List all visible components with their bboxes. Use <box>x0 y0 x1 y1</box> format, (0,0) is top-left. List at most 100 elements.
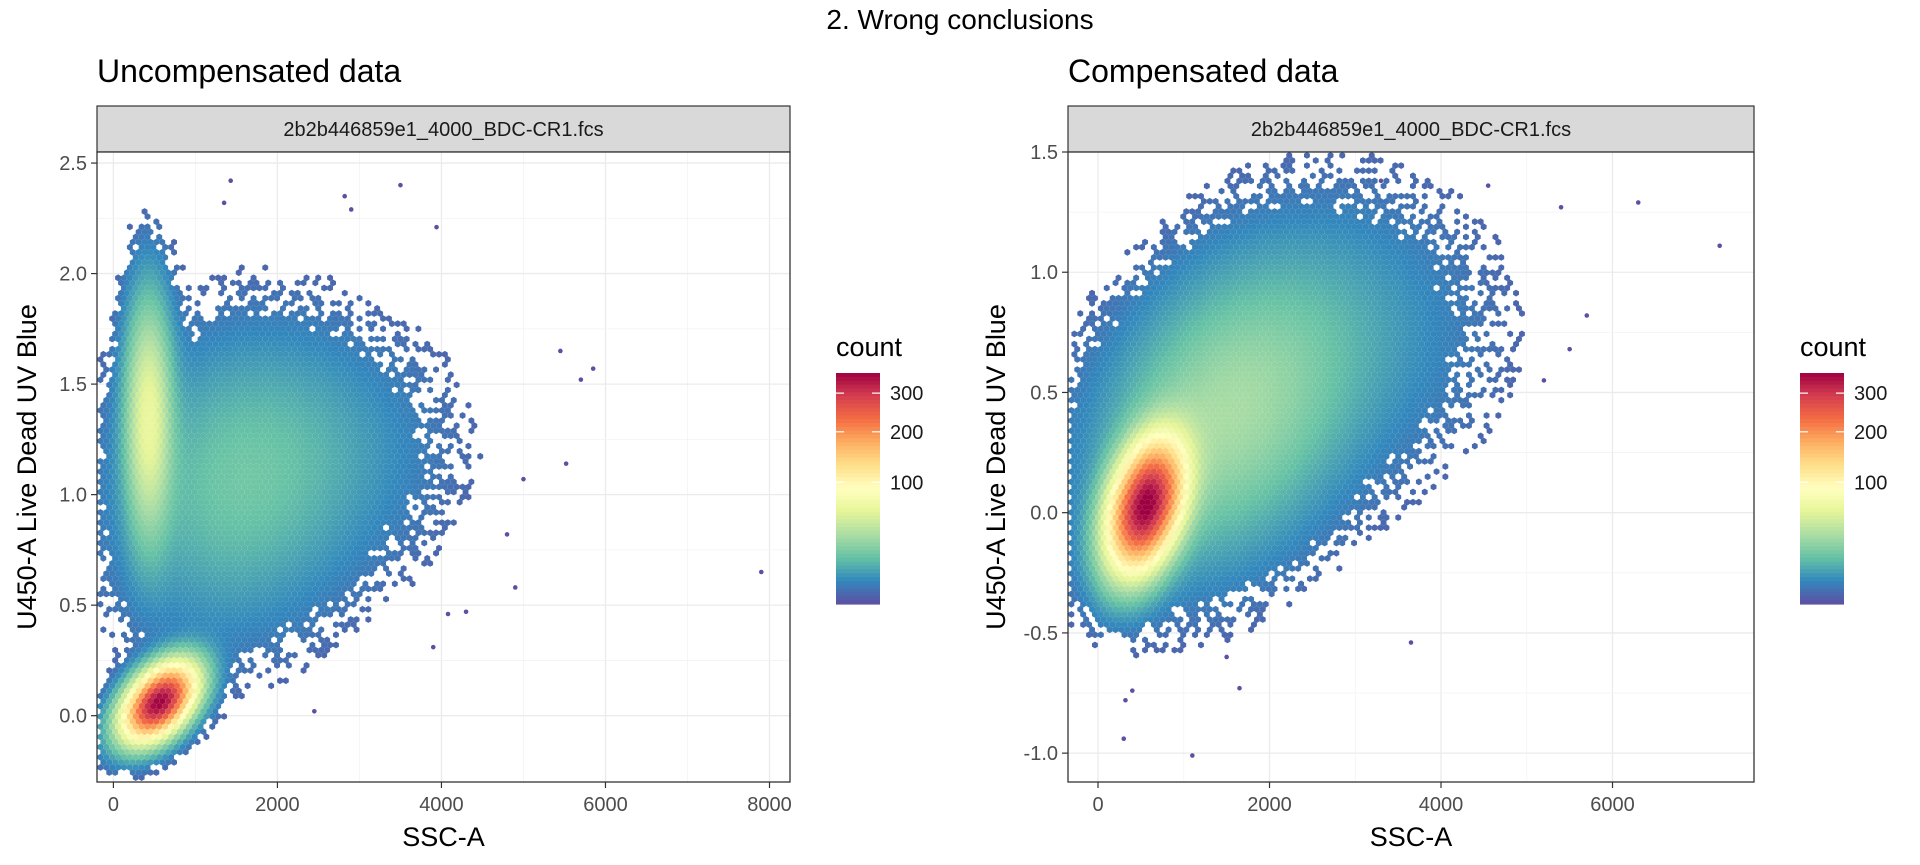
hexbin-cell <box>315 294 322 302</box>
hexbin-cell <box>168 376 174 384</box>
hexbin-cell <box>265 401 272 409</box>
hexbin-cell <box>283 371 289 379</box>
hexbin-cell <box>162 284 169 292</box>
hexbin-cell <box>156 264 163 271</box>
hexbin-cell <box>300 350 307 358</box>
hexbin-cell <box>194 412 201 419</box>
hexbin-cell <box>285 325 292 333</box>
hexbin-cell <box>280 386 286 394</box>
hexbin-cell <box>129 432 136 440</box>
hexbin-cell <box>244 376 251 384</box>
hexbin-cell <box>147 279 154 287</box>
hexbin-cell <box>230 310 236 317</box>
hexbin-cell <box>318 422 325 430</box>
hexbin-cell <box>259 401 266 409</box>
hexbin-cell <box>453 381 460 389</box>
hexbin-cell <box>280 427 286 435</box>
hexbin-cell <box>227 417 233 424</box>
hexbin-cell <box>415 366 422 373</box>
hexbin-cell <box>306 401 313 409</box>
hexbin-cell <box>403 427 410 435</box>
hexbin-cell <box>268 407 275 414</box>
hexbin-cell <box>197 417 204 424</box>
hexbin-cell <box>224 350 230 358</box>
hexbin-cell <box>436 350 442 358</box>
hexbin-cell <box>203 386 210 394</box>
hexbin-cell <box>244 417 251 424</box>
hexbin-cell <box>174 427 180 435</box>
colorbar-segment <box>836 511 880 517</box>
hexbin-cell <box>344 427 351 435</box>
hexbin-cell <box>327 274 333 282</box>
hexbin-cell <box>179 396 186 404</box>
hexbin-cell <box>218 340 225 348</box>
hexbin-cell <box>212 320 219 328</box>
hexbin-cell <box>356 335 363 343</box>
hexbin-cell <box>168 366 174 373</box>
hexbin-cell <box>241 310 248 317</box>
hexbin-cell <box>265 412 272 419</box>
hexbin-cell <box>297 407 304 414</box>
hexbin-cell <box>109 366 116 373</box>
hexbin-cell <box>177 401 183 409</box>
hexbin-cell <box>156 305 163 312</box>
hexbin-cell <box>327 366 333 373</box>
hexbin-cell <box>235 391 242 399</box>
hexbin-cell <box>288 330 295 338</box>
hexbin-cell <box>121 294 127 302</box>
hexbin-cell <box>162 366 169 373</box>
hexbin-cell <box>365 401 372 409</box>
hexbin-cell <box>97 356 104 363</box>
hexbin-cell <box>347 391 354 399</box>
hexbin-cell <box>412 422 419 430</box>
hexbin-cell <box>153 361 160 368</box>
hexbin-cell <box>371 412 378 419</box>
hexbin-cell <box>341 340 348 348</box>
hexbin-cell <box>238 294 245 302</box>
hexbin-cell <box>309 407 316 414</box>
hexbin-cell <box>171 299 177 307</box>
hexbin-cell <box>221 274 227 282</box>
hexbin-cell <box>165 289 172 297</box>
hexbin-cell <box>200 381 207 389</box>
hexbin-cell <box>241 381 248 389</box>
hexbin-cell <box>147 361 154 368</box>
hexbin-cell <box>344 396 351 404</box>
hexbin-cell <box>280 325 286 333</box>
hexbin-cell <box>280 366 286 373</box>
hexbin-cell <box>153 391 160 399</box>
hexbin-cell <box>221 345 227 353</box>
hexbin-cell <box>165 361 172 368</box>
hexbin-cell <box>191 407 198 414</box>
data-point <box>430 644 436 650</box>
hexbin-cell <box>300 330 307 338</box>
colorbar-segment <box>836 534 880 540</box>
hexbin-cell <box>256 366 263 373</box>
hexbin-cell <box>374 427 381 435</box>
hexbin-cell <box>182 330 189 338</box>
hexbin-cell <box>315 356 322 363</box>
hexbin-cell <box>115 366 121 373</box>
hexbin-cell <box>144 386 151 394</box>
hexbin-cell <box>465 401 472 409</box>
hexbin-cell <box>391 366 398 373</box>
hexbin-cell <box>280 315 286 322</box>
hexbin-cell <box>171 310 177 317</box>
hexbin-cell <box>159 289 166 297</box>
hexbin-cell <box>168 427 174 435</box>
hexbin-cell <box>341 350 348 358</box>
hexbin-cell <box>356 376 363 384</box>
hexbin-cell <box>297 386 304 394</box>
colorbar-segment <box>836 550 880 555</box>
hexbin-cell <box>303 335 310 343</box>
hexbin-cell <box>238 366 245 373</box>
colorbar-segment <box>836 442 880 447</box>
hexbin-cell <box>121 284 127 292</box>
hexbin-cell <box>165 371 172 379</box>
hexbin-cell <box>303 315 310 322</box>
hexbin-cell <box>182 371 189 379</box>
hexbin-cell <box>268 386 275 394</box>
hexbin-cell <box>156 254 163 261</box>
facet-label: 2b2b446859e1_4000_BDC-CR1.fcs <box>1251 119 1571 141</box>
hexbin-cell <box>439 407 445 414</box>
